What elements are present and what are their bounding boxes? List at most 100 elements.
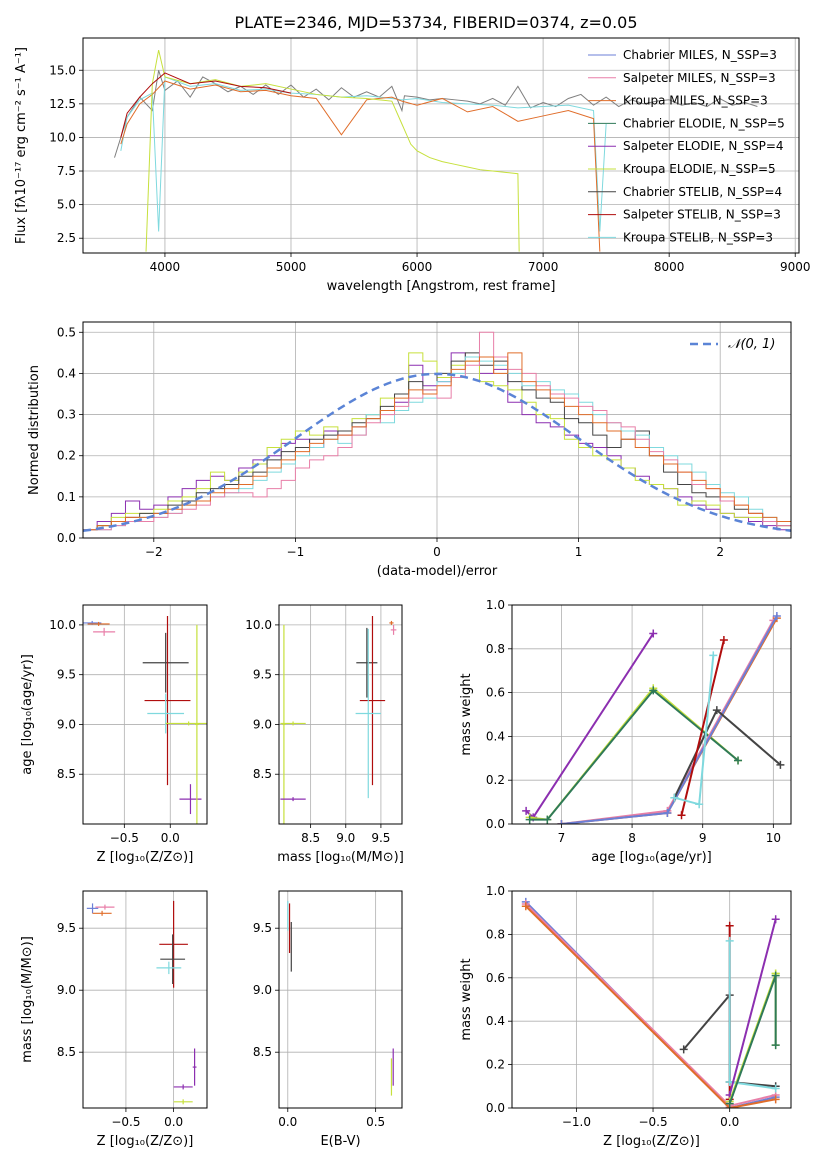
- weight_vs_Z-marker: [725, 936, 734, 945]
- residuals-ytick-label: 0.2: [57, 449, 76, 463]
- spectrum-legend-label: Salpeter MILES, N_SSP=3: [623, 71, 776, 85]
- spectrum-ytick-label: 5.0: [57, 198, 76, 212]
- weight_vs_age-xtick-label: 8: [628, 831, 636, 845]
- weight_vs_age-plot-area: [522, 611, 785, 824]
- weight_vs_age-marker: [677, 811, 686, 820]
- residuals-grid: [83, 322, 791, 539]
- weight_vs_age-xtick-label: 7: [558, 831, 566, 845]
- spectrum-xlabel: wavelength [Angstrom, rest frame]: [327, 279, 556, 294]
- spectrum-xtick-label: 4000: [150, 260, 181, 274]
- age_vs_mass-grid: [279, 605, 402, 824]
- weight_vs_Z-ylabel: mass weight: [459, 958, 474, 1040]
- weight_vs_Z-ytick-label: 0.4: [486, 1014, 505, 1028]
- weight_vs_age-marker: [772, 611, 781, 620]
- residuals-legend-label: 𝒩(0, 1): [728, 337, 775, 352]
- age_vs_mass-ytick-label: 8.5: [253, 767, 272, 781]
- spectrum-ytick-label: 12.5: [49, 97, 76, 111]
- weight_vs_age-ytick-label: 1.0: [486, 598, 505, 612]
- weight_vs_age-marker: [525, 815, 534, 824]
- age_vs_Z-ytick-label: 9.5: [57, 668, 76, 682]
- weight_vs_Z-plot-area: [521, 897, 780, 1108]
- mass_vs_Z-ytick-label: 9.5: [57, 921, 76, 935]
- weight_vs_Z-marker: [725, 921, 734, 930]
- mass_vs_ebv-ytick-label: 8.5: [253, 1045, 272, 1059]
- mass_vs_ebv-xtick-label: 0.0: [278, 1115, 297, 1129]
- weight_vs_Z-marker: [771, 915, 780, 924]
- spectrum-ylabel: Flux [fλ10⁻¹⁷ erg cm⁻² s⁻¹ A⁻¹]: [14, 47, 29, 244]
- spectrum-legend-label: Kroupa ELODIE, N_SSP=5: [623, 162, 776, 176]
- age_vs_mass-frame: [278, 604, 403, 825]
- weight_vs_age-frame: [511, 604, 792, 825]
- weight_vs_age-marker: [695, 800, 704, 809]
- weight_vs_Z-marker: [771, 971, 780, 980]
- mass_vs_ebv-grid: [279, 891, 402, 1108]
- spectrum-axes: 4000 5000 6000 7000 8000 9000 2.5 5.0 7.5 10.0 12.…: [14, 37, 811, 294]
- weight_vs_Z-marker: [725, 1099, 734, 1108]
- mass_vs_Z-ytick-label: 8.5: [57, 1045, 76, 1059]
- weight_vs_age-ytick-label: 0.2: [486, 773, 505, 787]
- spectrum-legend-label: Kroupa MILES, N_SSP=3: [623, 94, 768, 108]
- weight_vs_Z-marker: [771, 1095, 780, 1104]
- spectrum-ytick-label: 2.5: [57, 231, 76, 245]
- weight_vs_Z-axes: −1.0 −0.5 0.0 0.0 0.2 0.4 0.6 0.8 1.0 Z [log₁₀(Z/…: [459, 884, 792, 1149]
- mass_vs_ebv-xlabel: E(B-V): [320, 1134, 360, 1149]
- mass_vs_ebv-ytick-label: 9.0: [253, 983, 272, 997]
- age_vs_Z-plot-area: [83, 615, 207, 824]
- weight_vs_Z-frame: [511, 890, 792, 1109]
- spectrum-ytick-label: 15.0: [49, 63, 76, 77]
- residuals-histogram: [83, 352, 791, 531]
- age_vs_mass-plot-area: [280, 615, 397, 824]
- spectrum-ytick-label: 10.0: [49, 130, 76, 144]
- weight_vs_Z-xlabel: Z [log₁₀(Z/Z⊙)]: [603, 1134, 700, 1149]
- weight_vs_Z-ytick-label: 1.0: [486, 884, 505, 898]
- age_vs_mass-axes: 8.5 9.0 9.5 8.5 9.0 9.5 10.0 mass [log₁₀(M/M⊙)]: [245, 604, 404, 865]
- weight_vs_age-marker: [649, 629, 658, 638]
- weight_vs_age-ylabel: mass weight: [459, 673, 474, 755]
- residuals-plot-area: [83, 331, 791, 533]
- weight_vs_age-ytick-label: 0.4: [486, 729, 505, 743]
- mass_vs_ebv-frame: [278, 890, 403, 1109]
- spectrum-xtick-label: 9000: [780, 260, 811, 274]
- weight_vs_Z-xtick-label: −1.0: [562, 1115, 591, 1129]
- age_vs_mass-ytick-label: 9.5: [253, 668, 272, 682]
- age_vs_Z-ytick-label: 8.5: [57, 767, 76, 781]
- weight_vs_age-marker: [663, 809, 672, 818]
- spectrum-grid: [83, 38, 799, 253]
- spectrum-ytick-label: 7.5: [57, 164, 76, 178]
- weight_vs_age-series-line: [680, 639, 725, 816]
- age_vs_Z-ylabel: age [log₁₀(age/yr)]: [20, 654, 35, 775]
- age_vs_Z-axes: −0.5 0.0 8.5 9.0 9.5 10.0 Z [log₁₀(Z/Z⊙)] age […: [20, 604, 208, 865]
- age_vs_mass-xlabel: mass [log₁₀(M/M⊙)]: [277, 850, 404, 865]
- weight_vs_Z-xtick-label: 0.0: [720, 1115, 739, 1129]
- weight_vs_Z-marker: [679, 1045, 688, 1054]
- spectrum-legend-label: Chabrier MILES, N_SSP=3: [623, 48, 777, 62]
- mass_vs_ebv-xtick-label: 0.5: [366, 1115, 385, 1129]
- age_vs_mass-ytick-label: 9.0: [253, 717, 272, 731]
- residuals-ytick-label: 0.5: [57, 325, 76, 339]
- age_vs_Z-ytick-label: 10.0: [49, 618, 76, 632]
- mass_vs_Z-xtick-label: 0.0: [164, 1115, 183, 1129]
- spectrum-legend-label: Kroupa STELIB, N_SSP=3: [623, 230, 773, 244]
- spectrum-legend: Chabrier MILES, N_SSP=3 Salpeter MILES, N…: [588, 48, 785, 244]
- weight_vs_age-series-line: [529, 688, 739, 821]
- mass_vs_ebv-ytick-label: 9.5: [253, 921, 272, 935]
- weight_vs_Z-marker: [771, 1084, 780, 1093]
- residuals-ytick-label: 0.4: [57, 366, 76, 380]
- mass_vs_ebv-plot-area: [287, 900, 394, 1096]
- spectrum-series-line: [120, 80, 601, 252]
- weight_vs_Z-series-line: [728, 918, 777, 1096]
- weight_vs_Z-ytick-label: 0.2: [486, 1058, 505, 1072]
- weight_vs_age-marker: [649, 686, 658, 695]
- mass_vs_Z-ylabel: mass [log₁₀(M/M⊙)]: [20, 936, 35, 1063]
- weight_vs_Z-xtick-label: −0.5: [638, 1115, 667, 1129]
- residuals-xtick-label: −2: [145, 545, 163, 559]
- weight_vs_age-marker: [776, 760, 785, 769]
- residuals-axes: −2 −1 0 1 2 0.0 0.1 0.2 0.3 0.4 0.5 (data-model)/er…: [27, 321, 792, 579]
- spectrum-xtick-label: 5000: [276, 260, 307, 274]
- residuals-ytick-label: 0.0: [57, 531, 76, 545]
- weight_vs_age-xtick-label: 10: [766, 831, 781, 845]
- weight_vs_Z-ytick-label: 0.0: [486, 1101, 505, 1115]
- weight_vs_Z-ytick-label: 0.8: [486, 927, 505, 941]
- weight_vs_age-xtick-label: 9: [699, 831, 707, 845]
